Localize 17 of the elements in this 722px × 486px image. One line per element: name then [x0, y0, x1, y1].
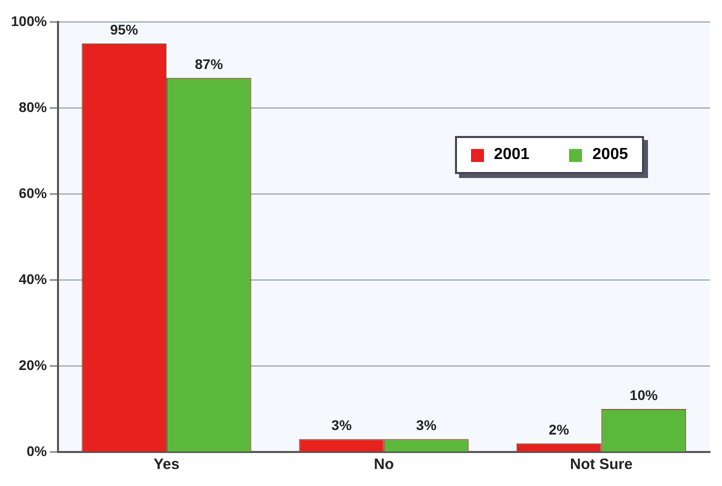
data-label: 10%: [630, 386, 658, 403]
y-tick-label: 40%: [18, 270, 48, 287]
data-label: 87%: [194, 56, 224, 72]
legend-label: 2005: [592, 146, 628, 164]
legend-label: 2001: [494, 146, 530, 164]
y-tick-label: 60%: [18, 184, 48, 201]
x-tick-label: Yes: [154, 456, 180, 474]
y-tick-label: 20%: [18, 356, 48, 373]
y-tick-label: 80%: [18, 98, 48, 115]
x-tick-label: Not Sure: [570, 456, 633, 474]
data-label: 2%: [548, 421, 570, 438]
y-tick-label: 0%: [26, 442, 48, 459]
y-tick-label: 100%: [10, 12, 48, 29]
x-tick-label: No: [374, 456, 394, 474]
data-label: 3%: [331, 416, 352, 433]
data-label: 3%: [416, 416, 437, 433]
data-label: 95%: [110, 21, 139, 38]
